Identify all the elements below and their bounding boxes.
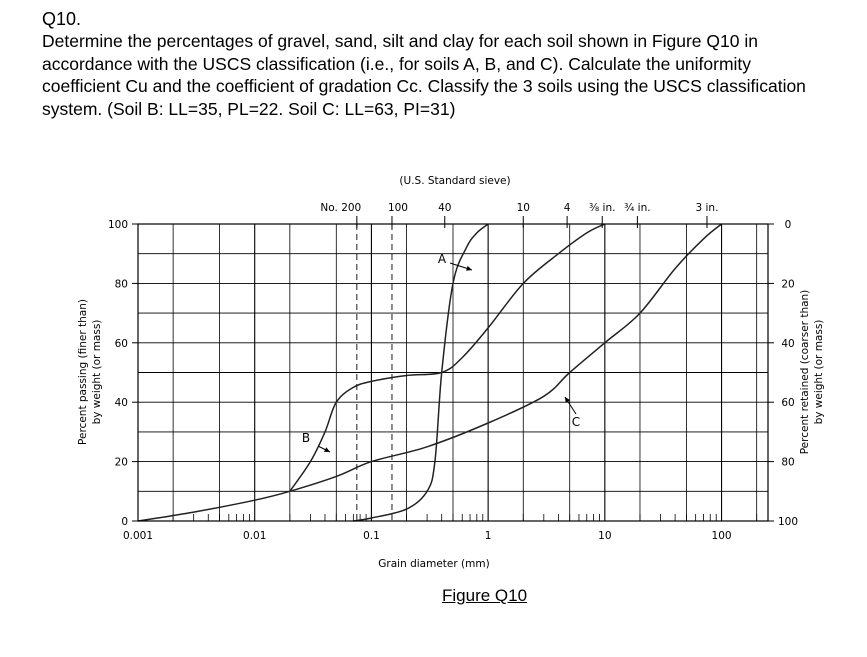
x-tick-label: 0.001 (123, 530, 153, 542)
y2-axis-label: Percent retained (coarser than) by weigh… (799, 290, 825, 455)
chart-labels: No. 200 100 40 10 4 ⅜ in. ¾ in. 3 in.0.001 0.01 0… (108, 202, 798, 542)
y-tick-label: 40 (115, 397, 128, 409)
y-axis-label: Percent passing (finer than) by weight (… (77, 299, 103, 445)
curve-C (137, 223, 723, 522)
question-block: Q10. Determine the percentages of gravel… (42, 8, 832, 120)
sieve-label: 3 in. (696, 202, 719, 214)
y2-tick-label: 100 (778, 516, 798, 528)
y-tick-label: 0 (121, 516, 128, 528)
y2-axis-label-line1: Percent retained (coarser than) (799, 290, 811, 455)
curve-label-A: A (438, 252, 447, 266)
x-tick-label: 0.1 (363, 530, 380, 542)
curve-arrowhead-C (565, 397, 571, 403)
sieve-label: 4 (564, 202, 571, 214)
y-axis-label-line2: by weight (or mass) (91, 320, 103, 425)
curve-label-C: C (572, 415, 580, 429)
sieve-label: ⅜ in. (589, 202, 615, 214)
y2-tick-label: 60 (781, 397, 794, 409)
curve-A (353, 223, 489, 522)
y-tick-label: 60 (115, 338, 128, 350)
y2-tick-label: 80 (781, 457, 794, 469)
x-tick-label: 1 (485, 530, 492, 542)
y2-axis-label-line2: by weight (or mass) (813, 320, 825, 425)
x-tick-label: 10 (598, 530, 611, 542)
chart-title: (U.S. Standard sieve) (399, 175, 510, 187)
sieve-label: 10 (517, 202, 530, 214)
sieve-lines (356, 216, 708, 521)
sieve-label: 40 (438, 202, 451, 214)
curve-arrowhead-B (324, 447, 330, 452)
y2-tick-label: 0 (785, 219, 792, 231)
sieve-label: No. 200 (320, 202, 361, 214)
chart-tick-marks (132, 223, 774, 522)
x-tick-label: 100 (712, 530, 732, 542)
curve-label-B: B (302, 431, 310, 445)
question-number: Q10. (42, 9, 82, 29)
x-axis-label: Grain diameter (mm) (378, 558, 489, 570)
gradation-curves (137, 223, 723, 522)
chart-grid (138, 224, 768, 521)
question-text: Determine the percentages of gravel, san… (42, 31, 806, 119)
y-axis-label-line1: Percent passing (finer than) (77, 299, 89, 445)
curve-arrowhead-A (466, 265, 472, 271)
y-tick-label: 20 (115, 457, 128, 469)
curve-B (289, 223, 606, 492)
y2-tick-label: 40 (781, 338, 794, 350)
x-tick-label: 0.01 (243, 530, 266, 542)
y2-tick-label: 20 (781, 278, 794, 290)
plot-frame (137, 223, 769, 522)
sieve-label: 100 (388, 202, 408, 214)
y-tick-label: 100 (108, 219, 128, 231)
figure-caption: Figure Q10 (442, 586, 528, 605)
y-tick-label: 80 (115, 278, 128, 290)
sieve-label: ¾ in. (624, 202, 650, 214)
